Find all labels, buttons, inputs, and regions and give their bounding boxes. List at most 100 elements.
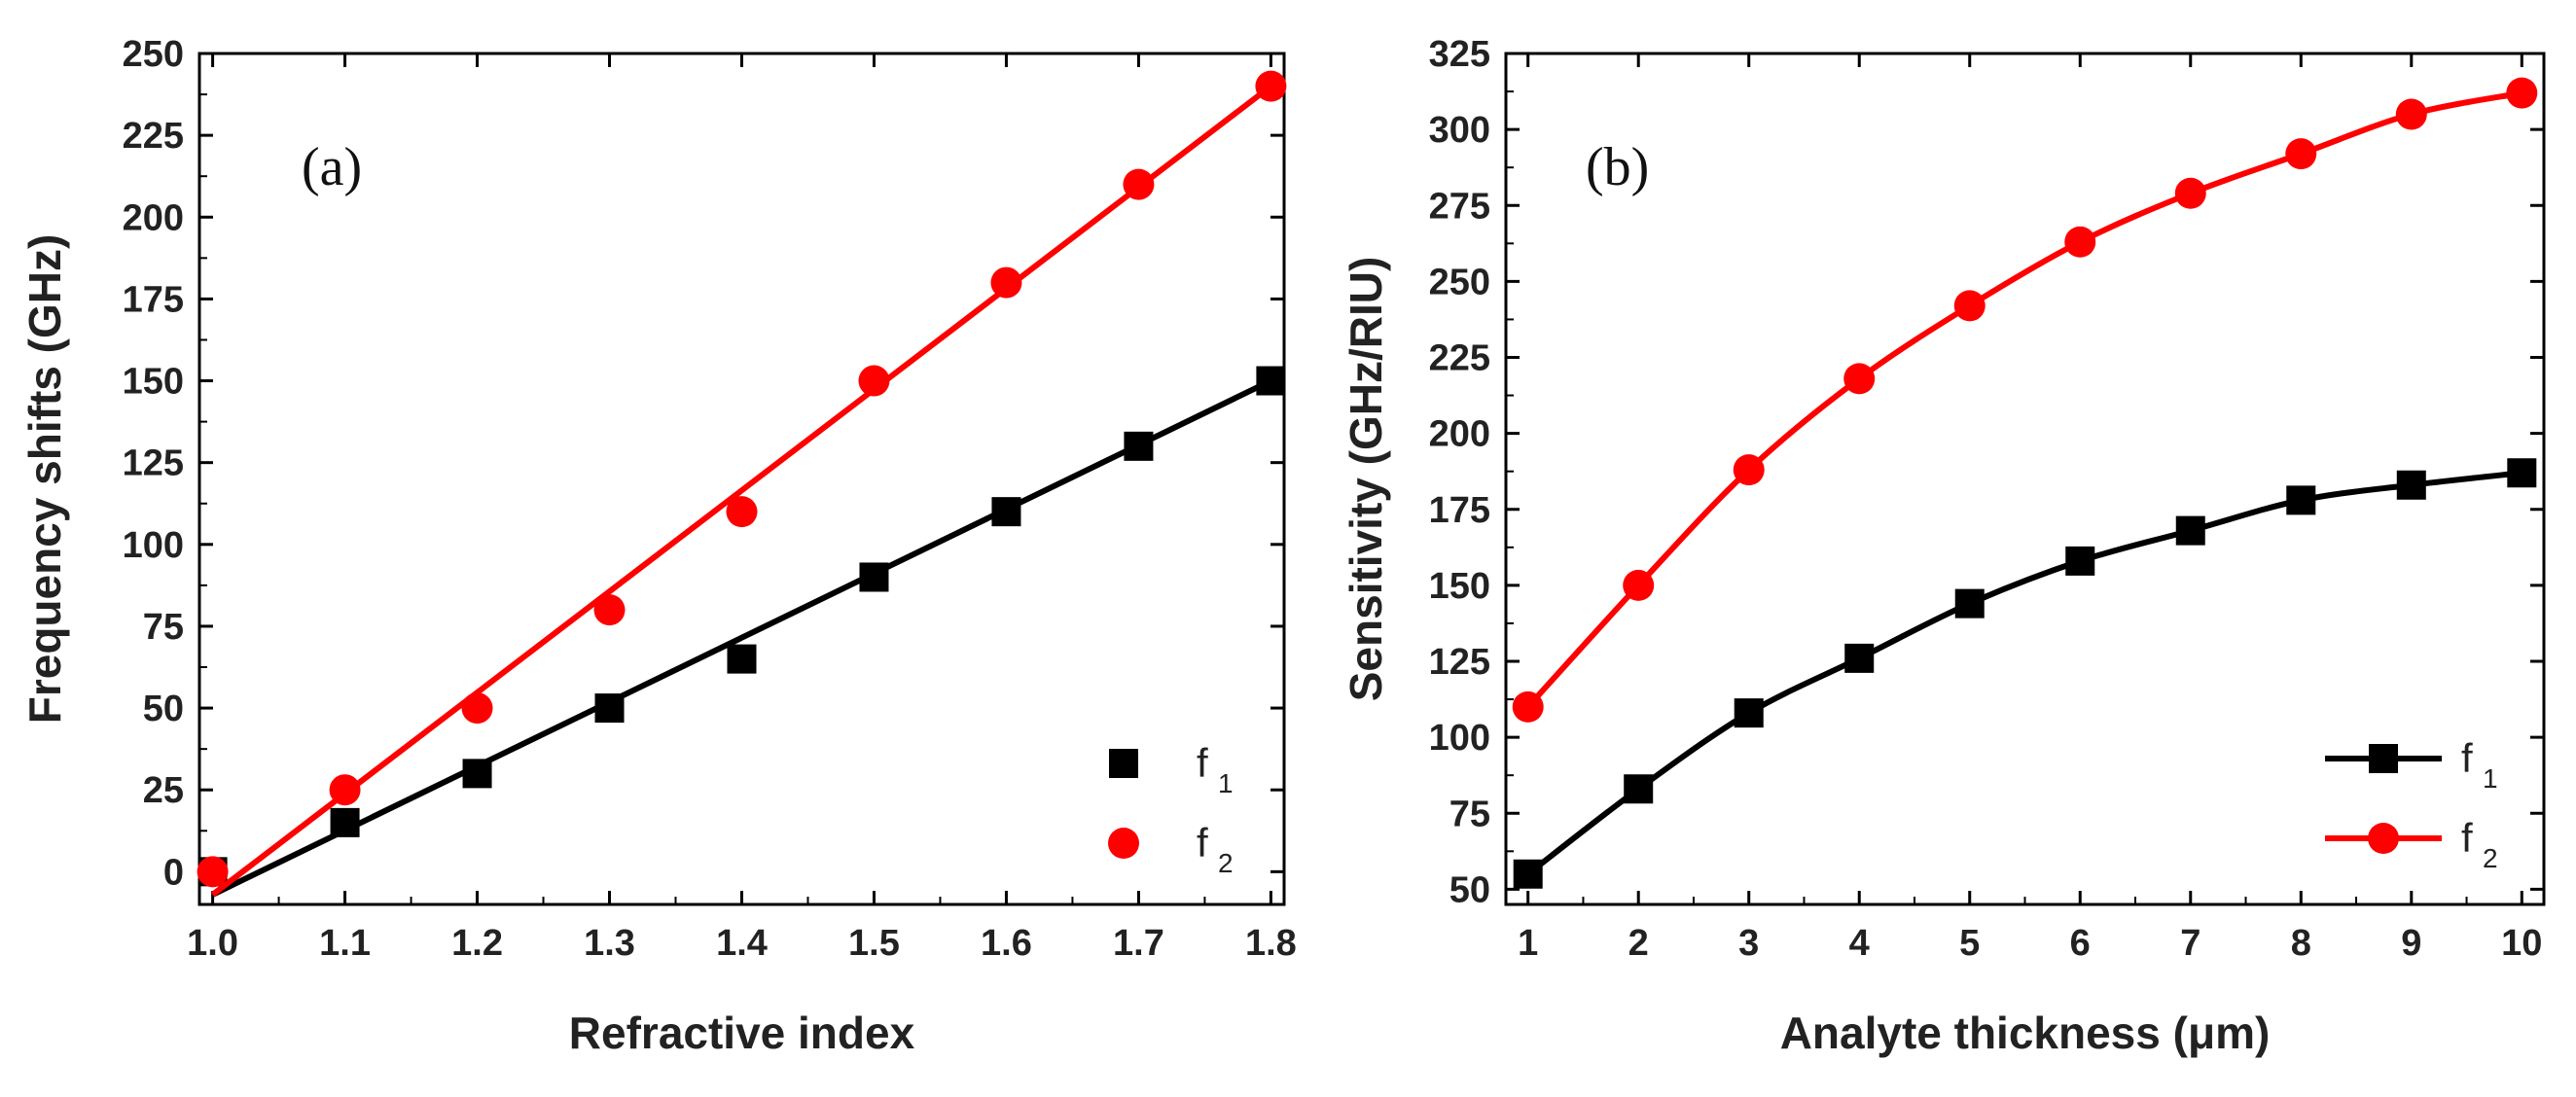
y-tick-label: 175	[1429, 490, 1490, 531]
data-point-f2	[1512, 690, 1544, 723]
legend-marker-f2	[2368, 823, 2399, 854]
fit-line-f2	[210, 84, 1273, 898]
series-f1	[1513, 458, 2537, 889]
data-point-f2	[2174, 177, 2206, 209]
legend-subscript-f1: 1	[1218, 768, 1234, 798]
legend-label-f1: f	[2461, 735, 2473, 781]
x-tick-label: 1.0	[187, 923, 238, 964]
fit-line-f1	[211, 377, 1272, 898]
data-point-f1	[1513, 859, 1543, 889]
data-point-f2	[726, 496, 758, 528]
y-tick-label: 200	[123, 197, 184, 238]
x-tick-label: 8	[2291, 923, 2311, 964]
y-tick-label: 75	[143, 607, 184, 648]
y-tick-label: 250	[123, 34, 184, 75]
y-tick-label: 275	[1429, 186, 1490, 227]
x-axis-title: Refractive index	[569, 1008, 915, 1058]
data-point-f1	[1954, 588, 1985, 619]
x-tick-label: 1.5	[848, 923, 900, 964]
y-axis-title: Sensitivity (GHz/RIU)	[1341, 257, 1391, 702]
data-point-f1	[2065, 546, 2095, 576]
plot-frame	[1504, 52, 2546, 906]
data-point-f2	[1123, 168, 1155, 200]
y-tick-label: 225	[123, 116, 184, 157]
data-point-f2	[461, 692, 493, 725]
chart-panel-b: 1 2 3 4 5 6 7 8 9 10 50 75 100 125 150 175 200 225 250 275 3…	[1341, 34, 2546, 1058]
x-axis-title: Analyte thickness (μm)	[1780, 1008, 2271, 1058]
data-point-f1	[330, 807, 360, 837]
legend: f 1f 2	[1108, 740, 1234, 878]
y-tick-label: 100	[123, 525, 184, 566]
x-tick-label: 1.6	[981, 923, 1032, 964]
data-point-f1	[462, 759, 492, 789]
data-point-f1	[2175, 515, 2205, 546]
y-tick-label: 50	[143, 689, 184, 729]
y-tick-label: 125	[123, 443, 184, 484]
data-point-f1	[2396, 470, 2426, 500]
y-tick-label: 50	[1449, 869, 1490, 910]
data-point-f2	[197, 856, 229, 888]
series-f2	[197, 70, 1287, 898]
legend-label-f2: f	[2461, 815, 2473, 861]
data-point-f1	[991, 497, 1021, 527]
panel-label: (a)	[302, 137, 362, 197]
data-point-f2	[858, 365, 890, 397]
x-tick-label: 2	[1628, 923, 1649, 964]
data-point-f1	[2286, 485, 2316, 515]
series-f1	[197, 366, 1286, 898]
x-tick-label: 1.3	[584, 923, 635, 964]
y-tick-label: 250	[1429, 262, 1490, 302]
legend-subscript-f2: 2	[2483, 843, 2498, 873]
legend-label-f1: f	[1197, 740, 1208, 786]
y-tick-label: 225	[1429, 338, 1490, 379]
data-point-f1	[1624, 774, 1654, 804]
x-tick-label: 6	[2070, 923, 2091, 964]
x-tick-label: 3	[1738, 923, 1759, 964]
y-tick-label: 200	[1429, 414, 1490, 455]
legend-marker-f2	[1108, 828, 1139, 859]
legend-marker-f1	[2369, 744, 2398, 773]
legend-subscript-f2: 2	[1218, 848, 1234, 878]
y-tick-label: 150	[1429, 566, 1490, 607]
y-axis-title: Frequency shifts (GHz)	[19, 234, 70, 725]
data-point-f1	[594, 693, 625, 724]
data-point-f2	[2064, 226, 2096, 258]
data-point-f1	[1256, 366, 1286, 396]
data-point-f2	[2285, 138, 2317, 170]
chart-panel-a: 1.0 1.1 1.2 1.3 1.4 1.5 1.6 1.7 1.80255075100125…	[19, 34, 1297, 1058]
y-tick-label: 300	[1429, 110, 1490, 151]
x-tick-label: 4	[1849, 923, 1870, 964]
data-point-f1	[2507, 458, 2537, 488]
y-tick-label: 75	[1449, 794, 1490, 834]
legend-subscript-f1: 1	[2483, 763, 2498, 794]
data-point-f2	[1623, 569, 1655, 601]
data-point-f2	[1953, 290, 1986, 322]
data-point-f1	[1734, 698, 1764, 728]
data-point-f2	[593, 594, 626, 626]
data-point-f1	[1124, 431, 1154, 461]
x-tick-label: 1	[1518, 923, 1538, 964]
data-point-f1	[727, 644, 757, 674]
data-point-f2	[1733, 454, 1765, 486]
legend-label-f2: f	[1197, 820, 1208, 866]
x-tick-label: 7	[2180, 923, 2200, 964]
y-tick-label: 175	[123, 279, 184, 320]
series-f2	[1512, 77, 2538, 723]
x-tick-label: 10	[2501, 923, 2542, 964]
y-tick-label: 150	[123, 362, 184, 403]
x-tick-label: 5	[1959, 923, 1980, 964]
y-tick-label: 325	[1429, 34, 1490, 75]
series-line-f1	[1525, 470, 2522, 877]
legend: f 1f 2	[2325, 735, 2498, 873]
data-point-f2	[2395, 98, 2427, 130]
data-point-f1	[1844, 643, 1875, 673]
y-tick-label: 125	[1429, 642, 1490, 683]
x-tick-label: 1.7	[1113, 923, 1164, 964]
data-point-f2	[1255, 70, 1287, 102]
x-tick-label: 9	[2401, 923, 2421, 964]
y-tick-label: 25	[143, 770, 184, 811]
x-tick-label: 1.1	[319, 923, 371, 964]
data-point-f2	[329, 774, 361, 806]
y-tick-label: 100	[1429, 718, 1490, 759]
